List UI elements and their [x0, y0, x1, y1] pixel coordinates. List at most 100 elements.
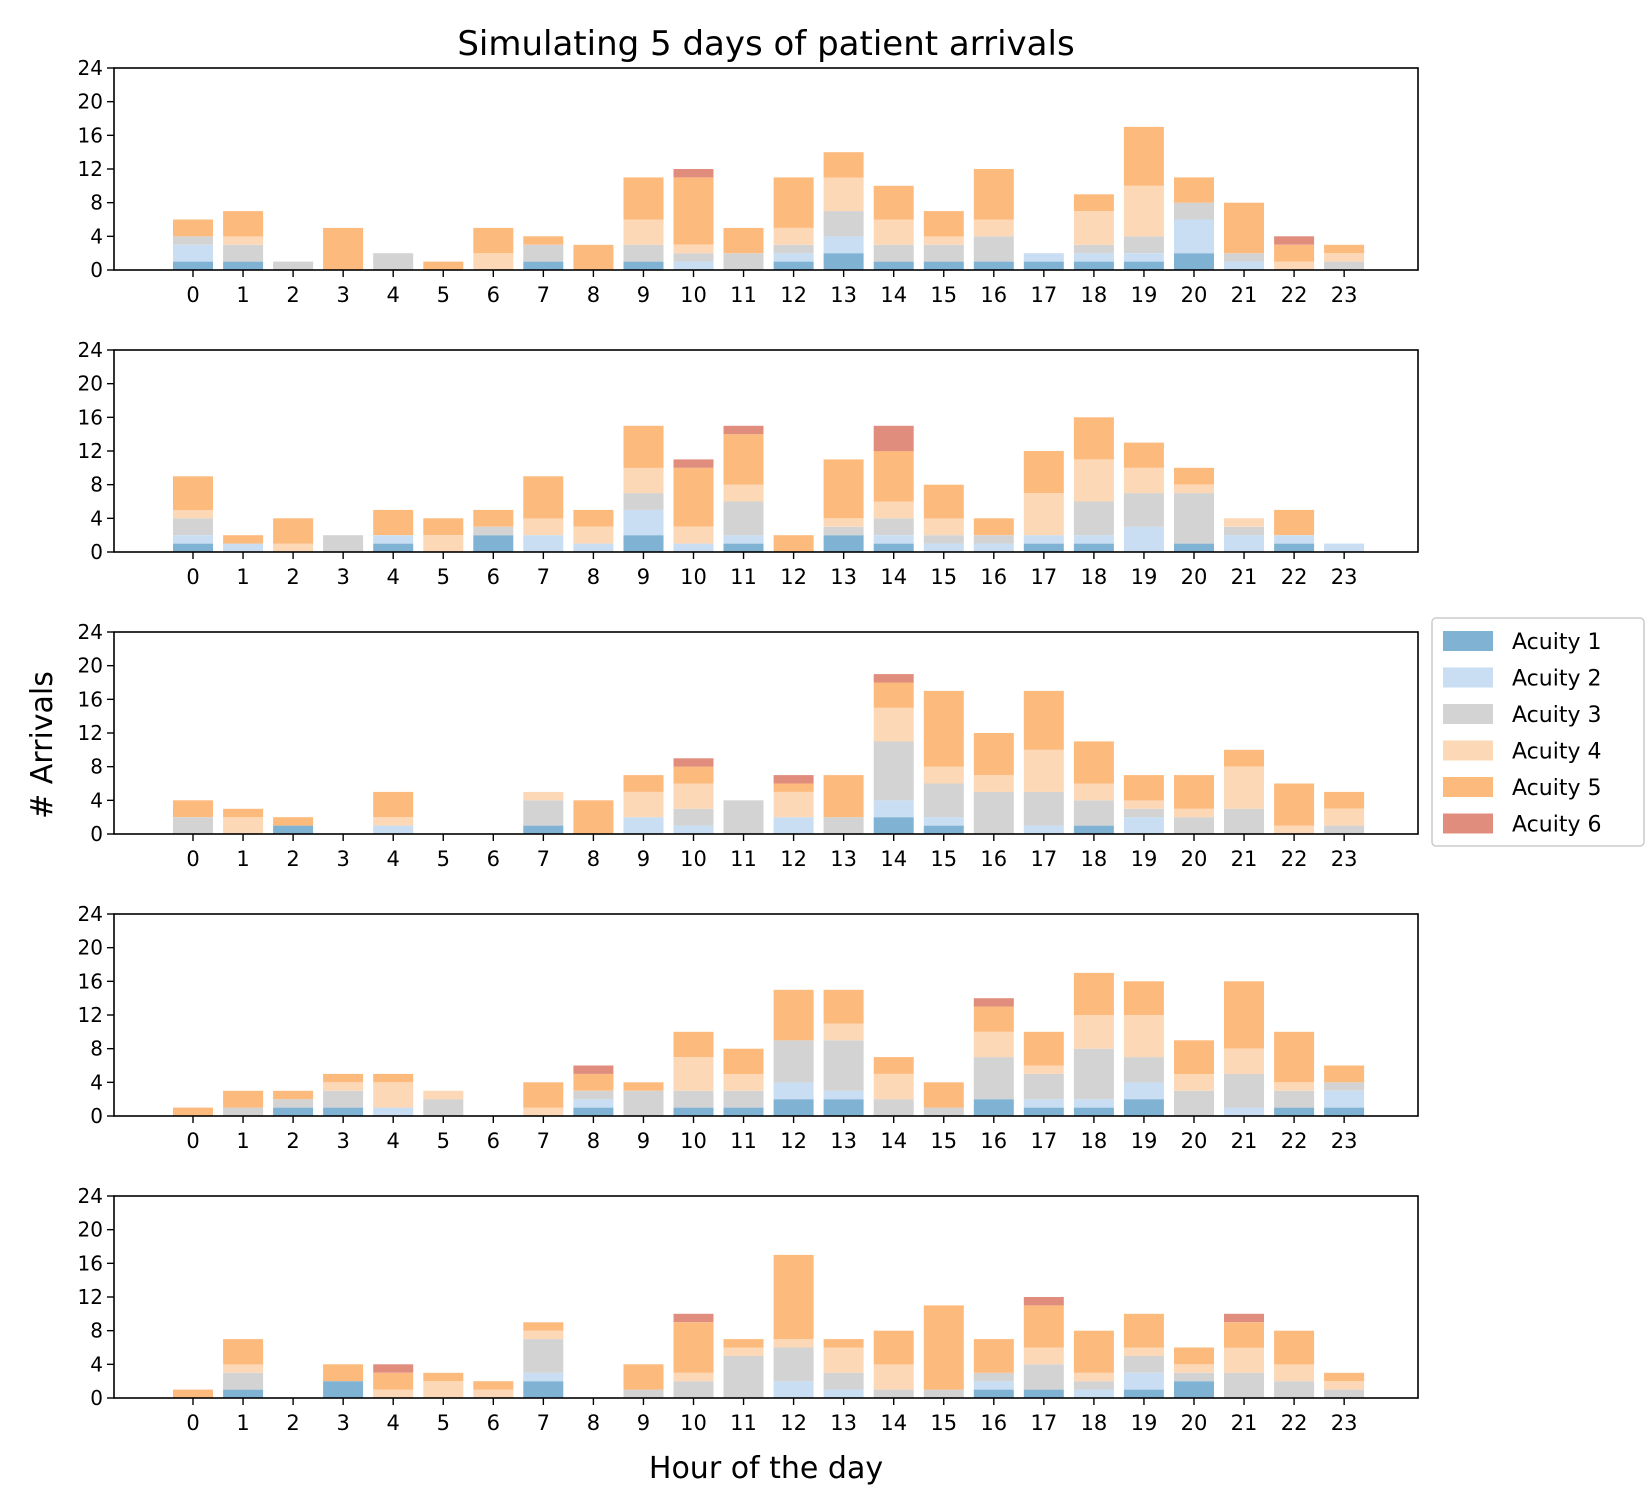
x-tick-label: 1 — [236, 1129, 249, 1153]
bar-day1-hour17-acuity1 — [1023, 261, 1064, 270]
bar-day5-hour13-acuity4 — [823, 1347, 864, 1373]
bar-day4-hour14-acuity3 — [873, 1099, 914, 1116]
bar-day2-hour18-acuity4 — [1073, 459, 1114, 502]
bar-day4-hour18-acuity1 — [1073, 1107, 1114, 1116]
bar-day4-hour16-acuity3 — [973, 1057, 1014, 1100]
bar-day5-hour23-acuity5 — [1324, 1372, 1365, 1382]
bar-day2-hour9-acuity1 — [623, 535, 664, 552]
bar-day2-hour8-acuity4 — [573, 526, 614, 544]
bar-day1-hour10-acuity4 — [673, 244, 714, 254]
y-tick-label: 12 — [78, 157, 103, 181]
bar-day2-hour20-acuity5 — [1174, 467, 1214, 485]
bar-day5-hour3-acuity1 — [323, 1381, 364, 1398]
x-tick-label: 12 — [780, 283, 807, 307]
bar-day2-hour2-acuity4 — [273, 543, 314, 552]
x-tick-label: 17 — [1030, 283, 1057, 307]
x-axis-label: Hour of the day — [649, 1451, 883, 1486]
bar-day1-hour2-acuity3 — [273, 261, 314, 270]
x-tick-label: 23 — [1331, 1129, 1358, 1153]
bar-day5-hour14-acuity4 — [873, 1364, 914, 1390]
bar-day1-hour23-acuity4 — [1324, 253, 1365, 262]
bar-day4-hour22-acuity1 — [1274, 1107, 1315, 1116]
bar-day3-hour0-acuity3 — [173, 817, 213, 834]
x-tick-label: 9 — [637, 565, 650, 589]
bar-day1-hour6-acuity5 — [473, 227, 514, 254]
bar-day3-hour18-acuity4 — [1073, 783, 1114, 801]
x-tick-label: 14 — [880, 283, 907, 307]
bar-day1-hour8-acuity5 — [573, 244, 614, 271]
x-tick-label: 3 — [336, 1129, 349, 1153]
bar-day2-hour9-acuity3 — [623, 493, 664, 510]
bar-day4-hour22-acuity3 — [1274, 1090, 1315, 1108]
x-tick-label: 10 — [680, 283, 707, 307]
legend-swatch-acuity-4 — [1443, 740, 1493, 761]
plot-frame — [113, 631, 1419, 835]
bar-day1-hour19-acuity3 — [1123, 236, 1164, 254]
x-tick-label: 5 — [437, 1129, 450, 1153]
bar-day5-hour11-acuity4 — [723, 1347, 764, 1356]
y-tick-label: 20 — [78, 90, 103, 114]
bar-day1-hour5-acuity5 — [423, 261, 464, 270]
x-tick-label: 17 — [1030, 1411, 1057, 1435]
y-tick-label: 16 — [78, 969, 103, 993]
bar-day1-hour22-acuity4 — [1274, 261, 1315, 270]
x-tick-label: 4 — [387, 565, 400, 589]
bar-day1-hour23-acuity5 — [1324, 244, 1365, 254]
bar-day1-hour11-acuity5 — [723, 227, 764, 254]
x-tick-label: 20 — [1181, 565, 1208, 589]
y-tick-label: 8 — [90, 1319, 103, 1343]
bar-day5-hour21-acuity4 — [1224, 1347, 1264, 1373]
x-tick-label: 4 — [387, 847, 400, 871]
legend-label-acuity-5: Acuity 5 — [1512, 776, 1601, 801]
bar-day4-hour18-acuity5 — [1073, 972, 1114, 1015]
bar-day2-hour14-acuity5 — [873, 451, 914, 502]
bar-day2-hour7-acuity5 — [523, 476, 564, 519]
x-tick-label: 19 — [1131, 847, 1158, 871]
bar-day3-hour15-acuity2 — [923, 817, 964, 826]
bar-day1-hour6-acuity4 — [473, 253, 514, 270]
bar-day5-hour1-acuity4 — [223, 1364, 264, 1373]
bar-day2-hour6-acuity5 — [473, 509, 514, 527]
x-tick-label: 10 — [680, 847, 707, 871]
x-tick-label: 9 — [637, 283, 650, 307]
bar-day3-hour12-acuity2 — [773, 817, 814, 834]
bar-day2-hour17-acuity1 — [1023, 543, 1064, 552]
bar-day4-hour5-acuity3 — [423, 1099, 464, 1116]
bar-day3-hour17-acuity3 — [1023, 791, 1064, 826]
bar-day4-hour12-acuity5 — [773, 989, 814, 1041]
bar-day4-hour17-acuity4 — [1023, 1065, 1064, 1074]
bar-day5-hour20-acuity4 — [1174, 1364, 1214, 1373]
bar-day5-hour18-acuity2 — [1073, 1389, 1114, 1398]
x-tick-label: 0 — [186, 1411, 199, 1435]
bar-day1-hour14-acuity1 — [873, 261, 914, 270]
bar-day5-hour4-acuity5 — [373, 1372, 414, 1390]
bar-day2-hour1-acuity2 — [223, 543, 264, 552]
bar-day1-hour21-acuity2 — [1224, 261, 1264, 270]
bar-day4-hour19-acuity2 — [1123, 1082, 1164, 1100]
x-tick-label: 8 — [587, 847, 600, 871]
bar-day4-hour10-acuity4 — [673, 1057, 714, 1091]
bar-day2-hour17-acuity4 — [1023, 493, 1064, 536]
x-tick-label: 6 — [487, 1411, 500, 1435]
x-tick-label: 18 — [1081, 565, 1108, 589]
bar-day4-hour4-acuity2 — [373, 1107, 414, 1116]
x-tick-label: 23 — [1331, 565, 1358, 589]
bar-day2-hour22-acuity1 — [1274, 543, 1315, 552]
bar-day5-hour7-acuity3 — [523, 1339, 564, 1373]
bar-day5-hour22-acuity5 — [1274, 1330, 1315, 1365]
bar-day5-hour9-acuity5 — [623, 1364, 664, 1390]
x-tick-label: 2 — [286, 565, 299, 589]
x-tick-label: 2 — [286, 283, 299, 307]
x-tick-label: 20 — [1181, 1129, 1208, 1153]
bar-day2-hour2-acuity5 — [273, 518, 314, 544]
bar-day1-hour19-acuity2 — [1123, 253, 1164, 262]
bar-day4-hour13-acuity3 — [823, 1040, 864, 1091]
bar-day2-hour13-acuity5 — [823, 459, 864, 519]
x-tick-label: 7 — [537, 1129, 550, 1153]
x-tick-label: 23 — [1331, 847, 1358, 871]
bar-day1-hour20-acuity1 — [1174, 253, 1214, 270]
legend-label-acuity-6: Acuity 6 — [1512, 813, 1601, 838]
bar-day3-hour4-acuity4 — [373, 817, 414, 826]
x-tick-label: 12 — [780, 1129, 807, 1153]
bar-day2-hour10-acuity2 — [673, 543, 714, 552]
